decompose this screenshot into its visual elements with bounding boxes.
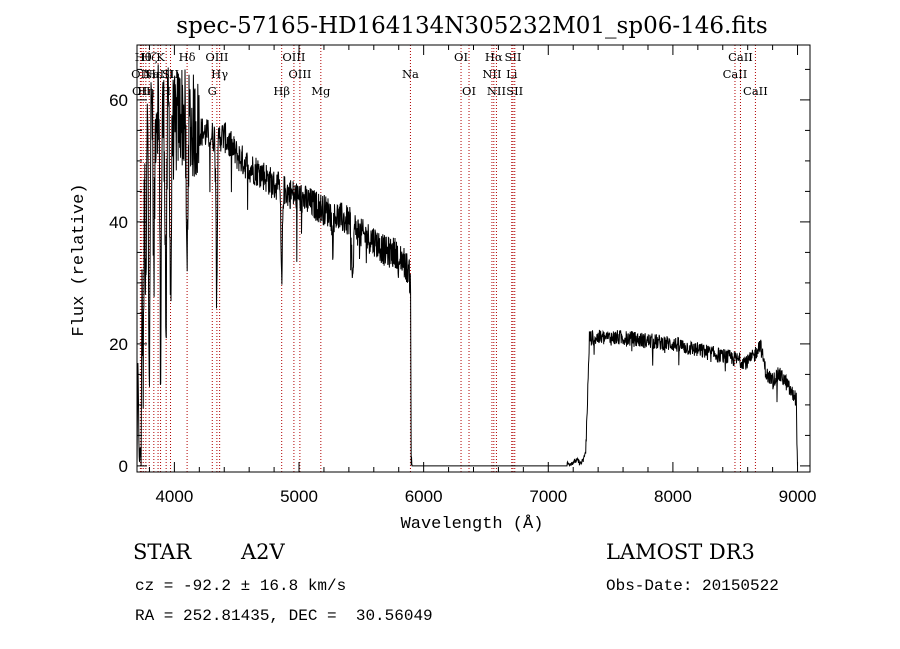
redshift-value: cz = -92.2 ± 16.8 km/s (135, 577, 346, 595)
y-tick-label: 0 (119, 457, 128, 476)
y-tick-label: 40 (109, 213, 128, 232)
y-tick-label: 20 (109, 335, 128, 354)
line-marker-label: OIII (205, 50, 228, 64)
line-marker-label: OII (131, 67, 150, 81)
line-marker-label: SII (505, 50, 522, 64)
line-marker-label: Na (402, 67, 419, 81)
line-marker-label: Hζ (141, 50, 157, 64)
chart-title: spec-57165-HD164134N305232M01_sp06-146.f… (176, 13, 767, 39)
plot-frame (136, 44, 811, 473)
x-axis-label: Wavelength (Å) (401, 515, 544, 534)
line-marker-label: H (161, 84, 171, 98)
line-marker-label: Li (506, 67, 518, 81)
line-marker-label: G (208, 84, 217, 98)
line-marker-label: NII (487, 84, 506, 98)
line-marker-label: OI (462, 84, 476, 98)
line-marker-label: CaII (743, 84, 768, 98)
x-tick-label: 4000 (155, 487, 193, 506)
x-tick-label: 7000 (529, 487, 567, 506)
x-tick-label: 5000 (280, 487, 318, 506)
line-marker-label: SII (162, 67, 179, 81)
survey-name: LAMOST DR3 (606, 540, 755, 564)
line-marker-label: CaII (723, 67, 748, 81)
line-marker-label: Hθ (135, 50, 152, 64)
line-marker-label: K (156, 50, 165, 64)
y-axis-label: Flux (relative) (70, 183, 89, 336)
line-markers: OIIOIIHθHηHζHεNeIIIKHSIIHδGOIIIHγHβOIIIO… (131, 45, 768, 472)
spectrum-line (136, 64, 798, 467)
line-marker-label: Mg (311, 84, 331, 98)
line-marker-label: NII (482, 67, 501, 81)
observation-date: Obs-Date: 20150522 (606, 577, 779, 595)
line-marker-label: Hη (137, 84, 154, 98)
line-marker-label: Hδ (179, 50, 196, 64)
x-tick-label: 9000 (779, 487, 817, 506)
y-tick-label: 60 (109, 91, 128, 110)
line-marker-label: OIII (288, 67, 311, 81)
y-axis-ticks: 0 20 40 60 (109, 68, 810, 476)
x-tick-label: 6000 (405, 487, 443, 506)
line-marker-label: OI (454, 50, 468, 64)
coordinates: RA = 252.81435, DEC = 30.56049 (135, 607, 433, 625)
line-marker-label: Hα (485, 50, 503, 64)
line-marker-label: Hβ (273, 84, 290, 98)
line-marker-label: SII (506, 84, 523, 98)
line-marker-label: Hγ (211, 67, 228, 81)
x-axis-ticks: 4000 5000 6000 7000 8000 9000 (148, 45, 817, 506)
line-marker-label: OIII (282, 50, 305, 64)
x-tick-label: 8000 (654, 487, 692, 506)
line-marker-label: CaII (728, 50, 753, 64)
object-type: STAR (133, 540, 192, 564)
object-subclass: A2V (240, 540, 286, 564)
